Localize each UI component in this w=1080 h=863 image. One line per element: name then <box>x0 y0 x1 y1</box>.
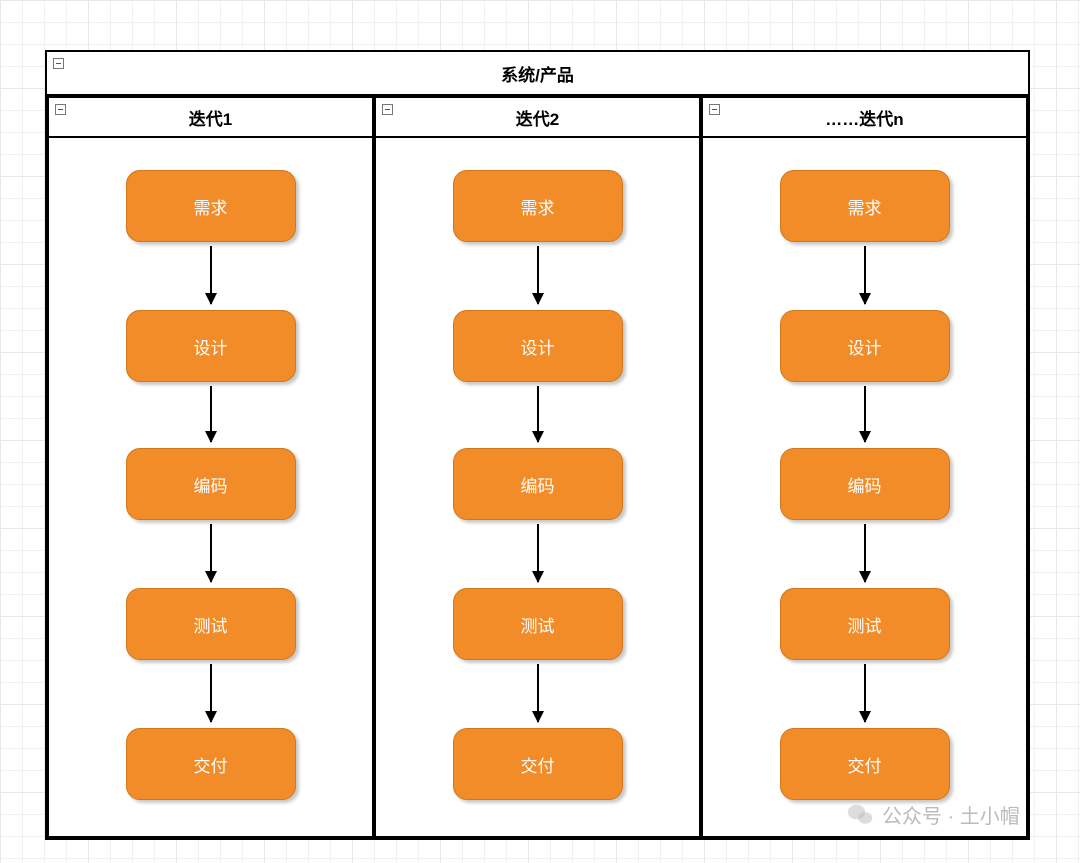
collapse-icon[interactable] <box>709 104 720 115</box>
flow-node: 设计 <box>126 310 296 382</box>
flow-node: 交付 <box>453 728 623 800</box>
collapse-icon[interactable] <box>53 58 64 69</box>
flow-node-label: 编码 <box>194 472 228 497</box>
outer-container-title: 系统/产品 <box>501 61 574 86</box>
flow-node-label: 测试 <box>194 612 228 637</box>
flow-node: 编码 <box>126 448 296 520</box>
flow-node-label: 需求 <box>194 194 228 219</box>
flow-node: 设计 <box>453 310 623 382</box>
collapse-icon[interactable] <box>382 104 393 115</box>
flow-node: 测试 <box>453 588 623 660</box>
flow-node: 编码 <box>453 448 623 520</box>
watermark-text: 公众号 · 土小帽 <box>882 800 1020 829</box>
collapse-icon[interactable] <box>55 104 66 115</box>
flow-node-label: 交付 <box>848 752 882 777</box>
flow-node: 设计 <box>780 310 950 382</box>
column-header: 迭代2 <box>376 98 699 138</box>
flow-node: 编码 <box>780 448 950 520</box>
flow-node-label: 设计 <box>521 334 555 359</box>
flow-node-label: 交付 <box>194 752 228 777</box>
flow-node-label: 编码 <box>848 472 882 497</box>
flow-node-label: 设计 <box>194 334 228 359</box>
flow-node: 需求 <box>453 170 623 242</box>
outer-container-header: 系统/产品 <box>47 52 1028 96</box>
column-title: 迭代1 <box>189 105 232 130</box>
flow-node: 交付 <box>126 728 296 800</box>
flow-node-label: 设计 <box>848 334 882 359</box>
flow-node: 测试 <box>780 588 950 660</box>
flow-node: 需求 <box>126 170 296 242</box>
flow-node-label: 需求 <box>848 194 882 219</box>
wechat-icon <box>846 801 874 829</box>
flow-node-label: 测试 <box>848 612 882 637</box>
flow-node: 交付 <box>780 728 950 800</box>
column-header: 迭代1 <box>49 98 372 138</box>
column-title: ……迭代n <box>825 105 903 130</box>
flow-node-label: 交付 <box>521 752 555 777</box>
flow-node: 需求 <box>780 170 950 242</box>
flow-node-label: 需求 <box>521 194 555 219</box>
watermark: 公众号 · 土小帽 <box>846 800 1020 829</box>
flow-node: 测试 <box>126 588 296 660</box>
flow-node-label: 编码 <box>521 472 555 497</box>
column-title: 迭代2 <box>516 105 559 130</box>
flow-node-label: 测试 <box>521 612 555 637</box>
column-header: ……迭代n <box>703 98 1026 138</box>
